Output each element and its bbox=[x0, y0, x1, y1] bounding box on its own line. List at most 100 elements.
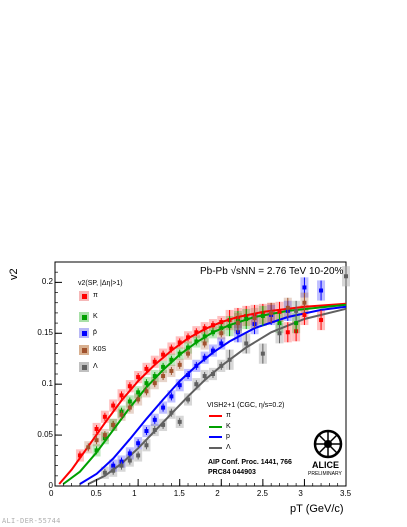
legend-model-title: VISH2+1 (CGC, η/s=0.2) bbox=[207, 402, 285, 409]
data-point bbox=[102, 470, 107, 475]
data-point bbox=[194, 363, 199, 368]
data-point bbox=[177, 351, 182, 356]
data-point bbox=[161, 364, 166, 369]
data-point bbox=[161, 352, 166, 357]
data-point bbox=[219, 341, 224, 346]
data-point bbox=[169, 394, 174, 399]
data-point bbox=[94, 426, 99, 431]
y-axis-label: v2 bbox=[8, 268, 20, 280]
data-point bbox=[144, 429, 149, 434]
data-point bbox=[144, 366, 149, 371]
data-point bbox=[252, 316, 257, 320]
legend-label-antiproton: p̄ bbox=[93, 329, 97, 336]
data-point bbox=[86, 445, 91, 450]
data-point bbox=[244, 317, 249, 322]
data-point bbox=[294, 321, 299, 326]
x-axis-label: pT (GeV/c) bbox=[290, 503, 344, 515]
data-point bbox=[277, 309, 282, 314]
data-point bbox=[177, 340, 182, 345]
legend-label-pion: π bbox=[93, 292, 98, 299]
data-point bbox=[119, 459, 124, 464]
data-point bbox=[144, 381, 149, 386]
data-point bbox=[136, 375, 141, 380]
data-point bbox=[186, 335, 191, 340]
data-point bbox=[202, 355, 207, 360]
y-tick-label: 0 bbox=[48, 481, 53, 490]
data-point bbox=[235, 321, 240, 326]
data-point bbox=[219, 363, 224, 368]
x-tick-label: 3.5 bbox=[340, 489, 352, 498]
data-point bbox=[136, 453, 141, 458]
legend-data-title: v2(SP, |Δη|>1) bbox=[78, 280, 123, 287]
data-point bbox=[152, 381, 157, 386]
data-point bbox=[202, 341, 207, 346]
data-point bbox=[194, 330, 199, 335]
data-point bbox=[177, 419, 182, 424]
data-point bbox=[111, 468, 116, 473]
data-point bbox=[186, 373, 191, 378]
data-point bbox=[77, 453, 82, 458]
alice-logo bbox=[313, 429, 343, 459]
model-label-proton: p bbox=[226, 433, 230, 440]
data-point bbox=[127, 458, 132, 463]
data-point bbox=[260, 313, 265, 318]
model-curve bbox=[58, 302, 347, 485]
legend-label-lambda: Λ bbox=[93, 363, 98, 370]
reference-line-2: PRC84 044903 bbox=[208, 469, 256, 476]
legend-data bbox=[79, 291, 89, 372]
data-point bbox=[227, 357, 232, 362]
data-point bbox=[210, 330, 215, 335]
data-point bbox=[119, 393, 124, 398]
data-point bbox=[152, 374, 157, 379]
data-point bbox=[186, 397, 191, 402]
data-point bbox=[302, 285, 307, 290]
data-point bbox=[161, 374, 166, 379]
x-tick-label: 3 bbox=[298, 489, 303, 498]
data-point bbox=[119, 463, 124, 468]
data-point bbox=[169, 410, 174, 415]
legend-model bbox=[209, 415, 222, 449]
alice-preliminary-text: PRELIMINARY bbox=[308, 471, 342, 477]
data-point bbox=[111, 463, 116, 468]
data-point bbox=[194, 339, 199, 344]
data-point bbox=[102, 433, 107, 438]
data-point bbox=[127, 384, 132, 389]
data-point bbox=[152, 359, 157, 364]
data-point bbox=[269, 310, 274, 315]
data-point bbox=[285, 305, 290, 310]
data-point bbox=[94, 438, 99, 443]
y-tick-label: 0.05 bbox=[37, 430, 53, 440]
data-point bbox=[202, 326, 207, 331]
y-tick-label: 0.1 bbox=[41, 379, 53, 389]
data-point bbox=[102, 414, 107, 419]
x-tick-label: 1.5 bbox=[173, 489, 185, 498]
x-tick-label: 0.5 bbox=[90, 489, 102, 498]
reference-line-1: AIP Conf. Proc. 1441, 766 bbox=[208, 459, 292, 466]
data-point bbox=[94, 448, 99, 453]
data-point bbox=[260, 351, 265, 356]
model-label-lambda: Λ bbox=[226, 444, 231, 451]
data-point bbox=[111, 403, 116, 408]
data-point bbox=[144, 389, 149, 394]
x-tick-label: 2.5 bbox=[256, 489, 268, 498]
data-point bbox=[127, 405, 132, 410]
data-point bbox=[344, 274, 348, 279]
data-point bbox=[111, 422, 116, 427]
data-point bbox=[136, 397, 141, 402]
data-point bbox=[161, 405, 166, 410]
data-point bbox=[127, 451, 132, 456]
data-point bbox=[177, 383, 182, 388]
data-point bbox=[244, 341, 249, 346]
data-point bbox=[319, 318, 324, 323]
data-point bbox=[202, 334, 207, 339]
data-point bbox=[186, 345, 191, 350]
data-point bbox=[302, 312, 307, 317]
x-tick-label: 0 bbox=[49, 489, 54, 498]
legend-label-kaon: K bbox=[93, 313, 98, 320]
data-point bbox=[177, 362, 182, 367]
data-point bbox=[319, 288, 324, 293]
data-point bbox=[194, 382, 199, 387]
data-point bbox=[152, 428, 157, 432]
data-point bbox=[169, 346, 174, 351]
